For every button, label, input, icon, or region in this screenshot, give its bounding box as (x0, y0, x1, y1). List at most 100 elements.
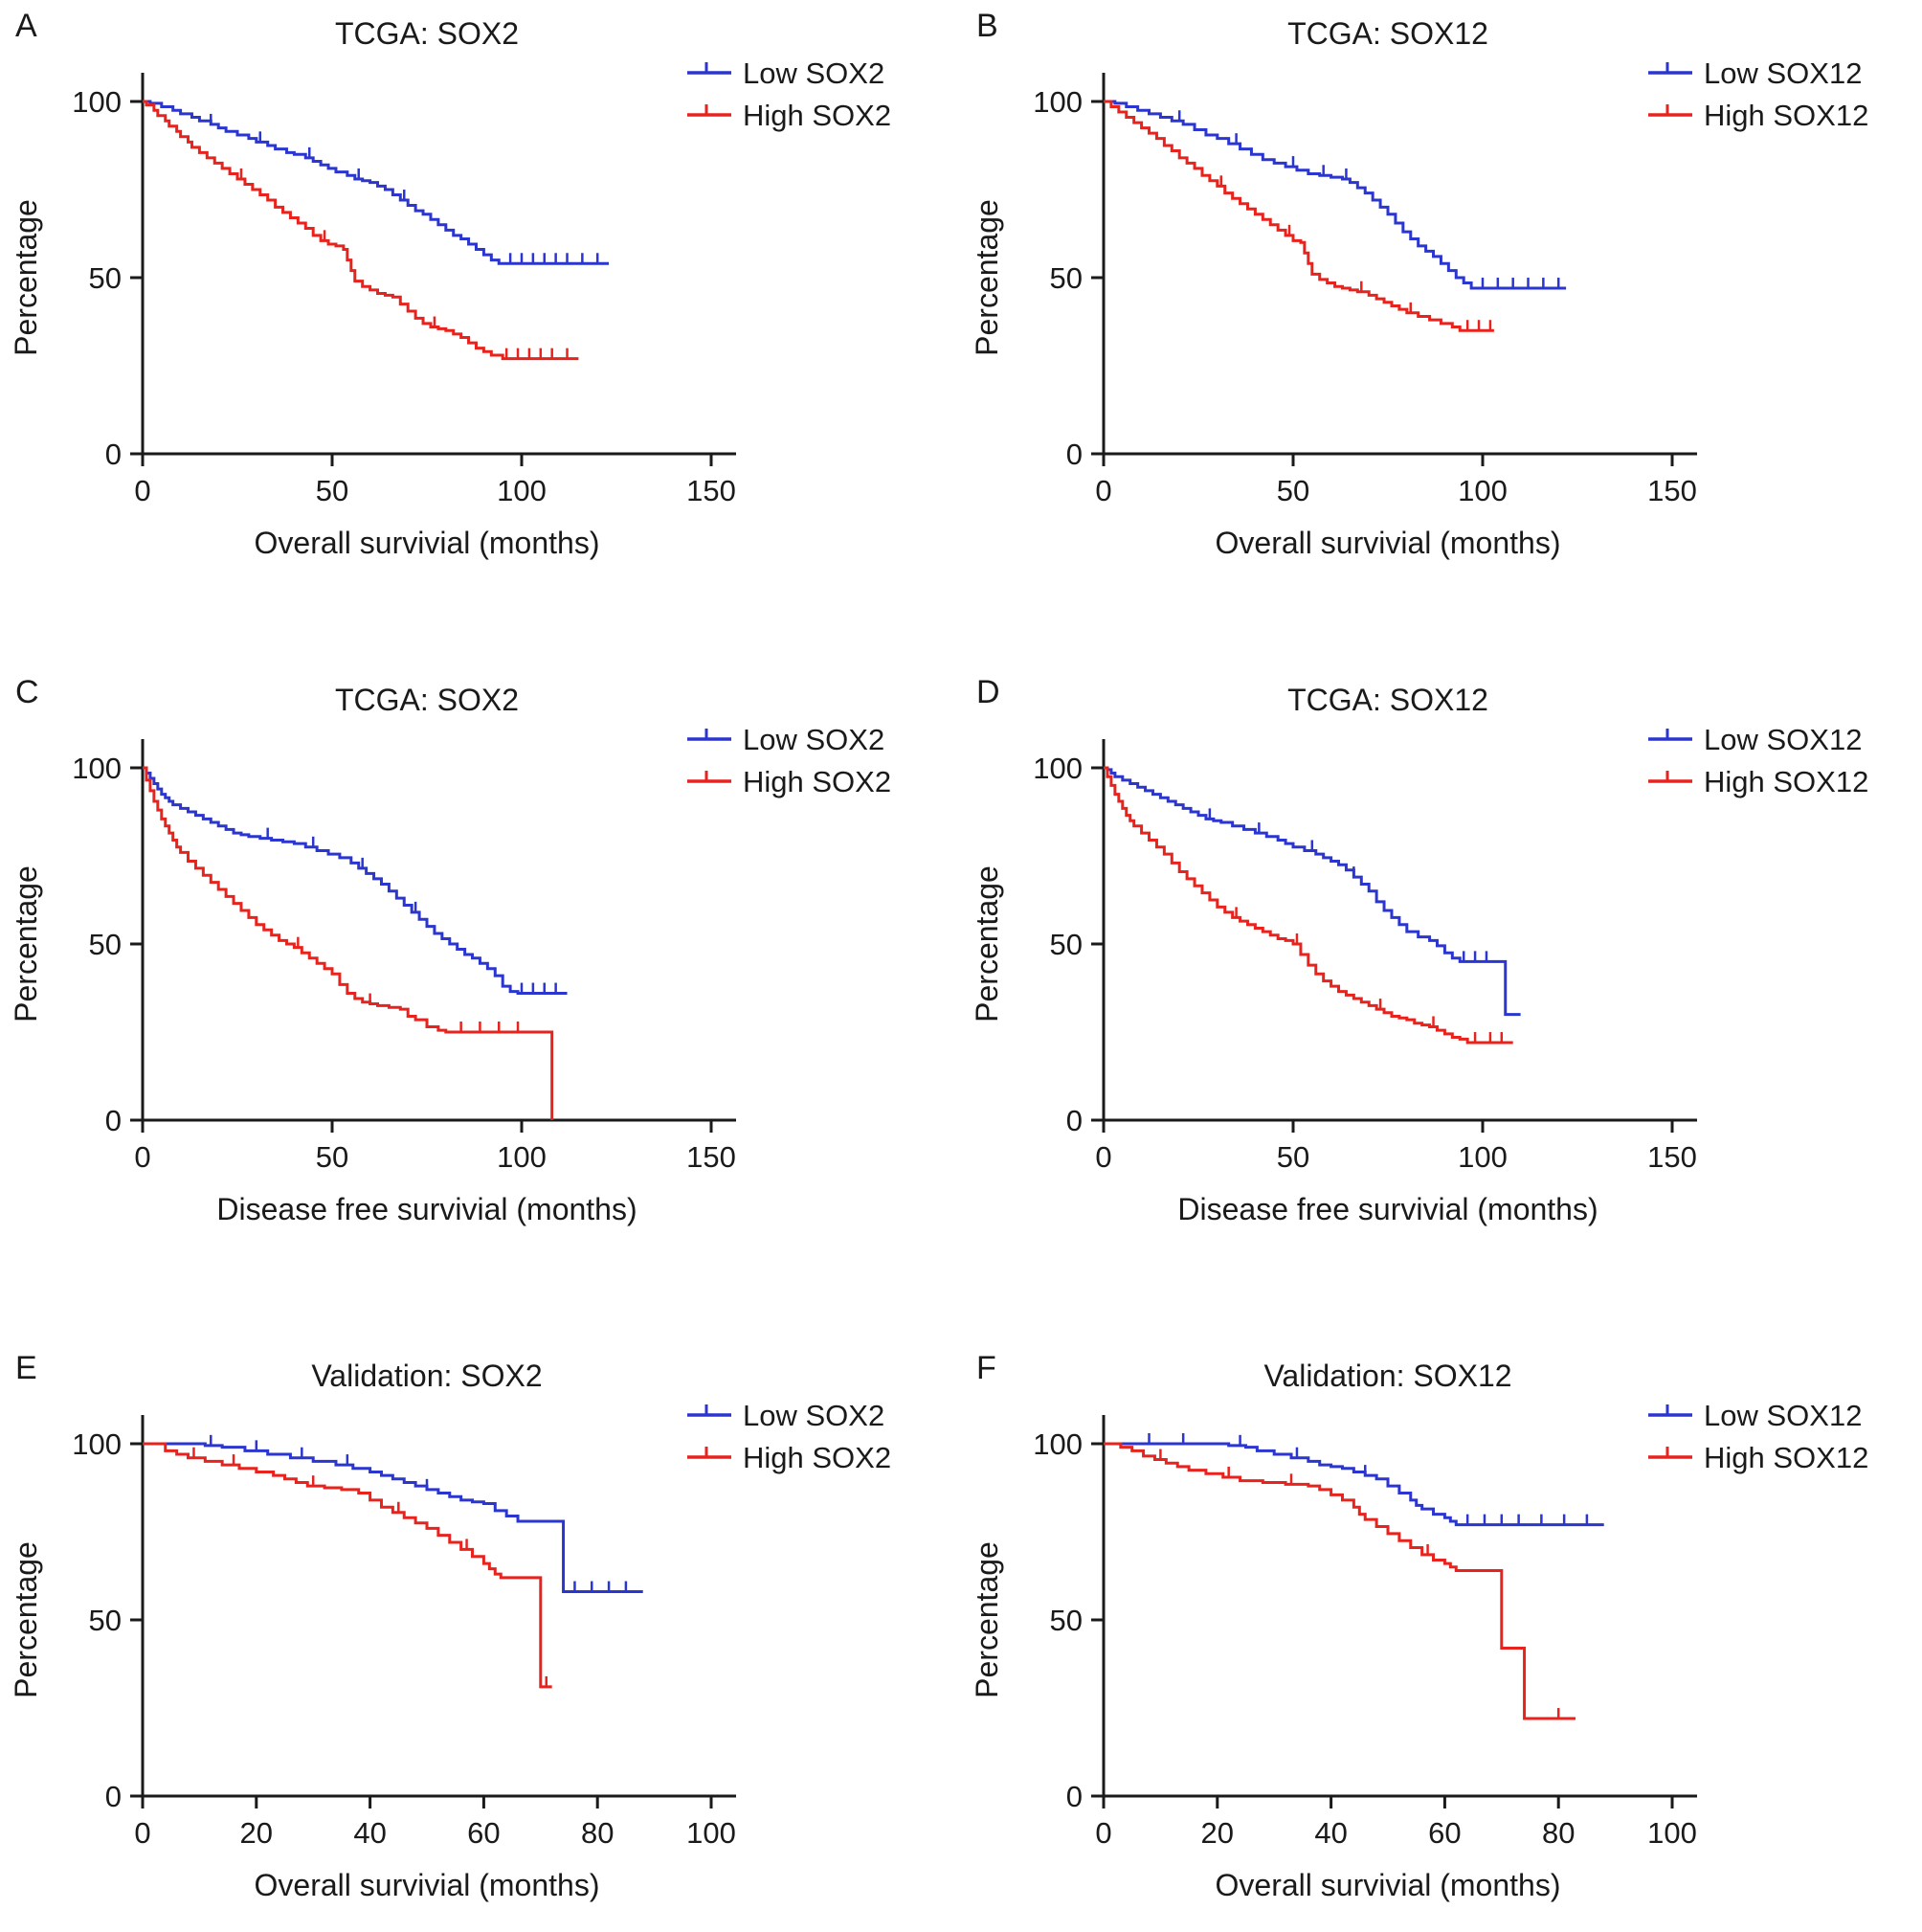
x-tick-label: 100 (497, 1140, 547, 1174)
x-tick-label: 0 (134, 1816, 150, 1850)
y-axis-label: Percentage (9, 1541, 43, 1698)
survival-curve-high (1104, 766, 1513, 1045)
x-axis-label: Overall survivial (months) (1216, 1868, 1561, 1902)
panel-letter-d: D (976, 674, 1000, 710)
legend-label: High SOX12 (1704, 765, 1868, 798)
panel-f: F 0 20 40 60 80 100 0 50 100 Validation: SOX12 Ove… (961, 1287, 1922, 1932)
x-axis-label: Disease free survivial (months) (1177, 1192, 1598, 1226)
survival-curve-high (1104, 1442, 1576, 1720)
y-tick-label: 0 (1066, 1104, 1083, 1137)
survival-curve-low (1104, 766, 1521, 1017)
x-tick-label: 40 (353, 1816, 386, 1850)
legend-label: High SOX2 (743, 99, 891, 132)
km-plot-c: 0 50 100 150 0 50 100 TCGA: SOX2 Disease free su… (9, 683, 891, 1226)
x-tick-label: 0 (1095, 474, 1111, 507)
legend-label: Low SOX2 (743, 56, 884, 90)
y-tick-label: 0 (105, 438, 122, 471)
x-tick-label: 100 (1647, 1816, 1697, 1850)
y-tick-label: 100 (72, 85, 122, 119)
panel-b: B 0 50 100 150 0 50 100 TCGA: SOX12 Overall surv… (961, 0, 1922, 643)
legend-label: Low SOX2 (743, 723, 884, 756)
x-tick-label: 150 (1647, 474, 1697, 507)
x-tick-label: 100 (1458, 474, 1508, 507)
x-tick-label: 100 (1458, 1140, 1508, 1174)
survival-curve-high (143, 1442, 552, 1689)
y-tick-label: 100 (1033, 85, 1083, 119)
survival-curve-high (143, 766, 554, 1120)
y-tick-label: 50 (1050, 1604, 1083, 1637)
survival-curve-low (1104, 1442, 1604, 1527)
panel-letter-a: A (15, 8, 37, 44)
x-tick-label: 60 (1428, 1816, 1461, 1850)
y-tick-label: 0 (1066, 438, 1083, 471)
y-tick-label: 50 (89, 928, 122, 961)
survival-curve-high (143, 100, 579, 361)
panel-letter-b: B (976, 8, 998, 44)
x-tick-label: 40 (1314, 1816, 1347, 1850)
y-tick-label: 100 (1033, 1427, 1083, 1461)
y-axis-label: Percentage (970, 1541, 1004, 1698)
legend-label: High SOX2 (743, 1441, 891, 1474)
km-plot-d: 0 50 100 150 0 50 100 TCGA: SOX12 Disease free s… (970, 683, 1868, 1226)
legend-label: High SOX12 (1704, 1441, 1868, 1474)
legend-label: Low SOX12 (1704, 56, 1862, 90)
panel-letter-f: F (976, 1350, 996, 1386)
plot-title: TCGA: SOX2 (335, 683, 519, 717)
x-tick-label: 50 (1277, 474, 1309, 507)
y-axis-label: Percentage (970, 199, 1004, 356)
panel-a: A 0 50 100 150 0 50 100 TCGA: SOX2 Overall survi… (0, 0, 961, 643)
y-tick-label: 0 (105, 1104, 122, 1137)
x-axis-label: Disease free survivial (months) (216, 1192, 637, 1226)
panel-d: D 0 50 100 150 0 50 100 TCGA: SOX12 Disease free… (961, 643, 1922, 1287)
y-axis-label: Percentage (970, 865, 1004, 1022)
legend-label: Low SOX12 (1704, 723, 1862, 756)
plot-title: TCGA: SOX12 (1287, 16, 1488, 51)
x-tick-label: 50 (1277, 1140, 1309, 1174)
plot-title: TCGA: SOX12 (1287, 683, 1488, 717)
y-axis-label: Percentage (9, 865, 43, 1022)
y-tick-label: 0 (1066, 1780, 1083, 1813)
plot-title: Validation: SOX12 (1263, 1359, 1511, 1393)
panel-letter-c: C (15, 674, 39, 710)
x-tick-label: 50 (316, 1140, 348, 1174)
panel-c: C 0 50 100 150 0 50 100 TCGA: SOX2 Disease free … (0, 643, 961, 1287)
x-tick-label: 100 (686, 1816, 736, 1850)
x-tick-label: 0 (1095, 1816, 1111, 1850)
survival-curve-high (1104, 100, 1494, 332)
km-plot-f: 0 20 40 60 80 100 0 50 100 Validation: SOX12 Overa… (970, 1359, 1868, 1902)
x-tick-label: 20 (240, 1816, 273, 1850)
x-axis-label: Overall survivial (months) (1216, 526, 1561, 560)
y-tick-label: 50 (89, 261, 122, 295)
x-tick-label: 0 (134, 474, 150, 507)
x-axis-label: Overall survivial (months) (255, 1868, 600, 1902)
x-tick-label: 80 (1542, 1816, 1575, 1850)
x-tick-label: 20 (1201, 1816, 1234, 1850)
x-tick-label: 50 (316, 474, 348, 507)
km-plot-a: 0 50 100 150 0 50 100 TCGA: SOX2 Overall survivi… (9, 16, 891, 560)
y-tick-label: 50 (89, 1604, 122, 1637)
survival-curve-low (143, 100, 610, 265)
y-tick-label: 50 (1050, 261, 1083, 295)
plot-title: TCGA: SOX2 (335, 16, 519, 51)
x-tick-label: 150 (686, 474, 736, 507)
y-tick-label: 100 (72, 752, 122, 785)
y-tick-label: 100 (72, 1427, 122, 1461)
plot-title: Validation: SOX2 (311, 1359, 542, 1393)
legend-label: Low SOX2 (743, 1399, 884, 1432)
x-tick-label: 60 (467, 1816, 500, 1850)
x-tick-label: 0 (1095, 1140, 1111, 1174)
x-tick-label: 100 (497, 474, 547, 507)
survival-curve-low (143, 1442, 643, 1594)
y-axis-label: Percentage (9, 199, 43, 356)
legend-label: High SOX12 (1704, 99, 1868, 132)
x-axis-label: Overall survivial (months) (255, 526, 600, 560)
y-tick-label: 0 (105, 1780, 122, 1813)
km-plot-b: 0 50 100 150 0 50 100 TCGA: SOX12 Overall surviv… (970, 16, 1868, 560)
legend-label: Low SOX12 (1704, 1399, 1862, 1432)
km-plot-e: 0 20 40 60 80 100 0 50 100 Validation: SOX2 Overal… (9, 1359, 891, 1902)
panel-e: E 0 20 40 60 80 100 0 50 100 Validation: SOX2 Over… (0, 1287, 961, 1932)
x-tick-label: 80 (581, 1816, 614, 1850)
y-tick-label: 50 (1050, 928, 1083, 961)
survival-curve-low (1104, 100, 1567, 290)
